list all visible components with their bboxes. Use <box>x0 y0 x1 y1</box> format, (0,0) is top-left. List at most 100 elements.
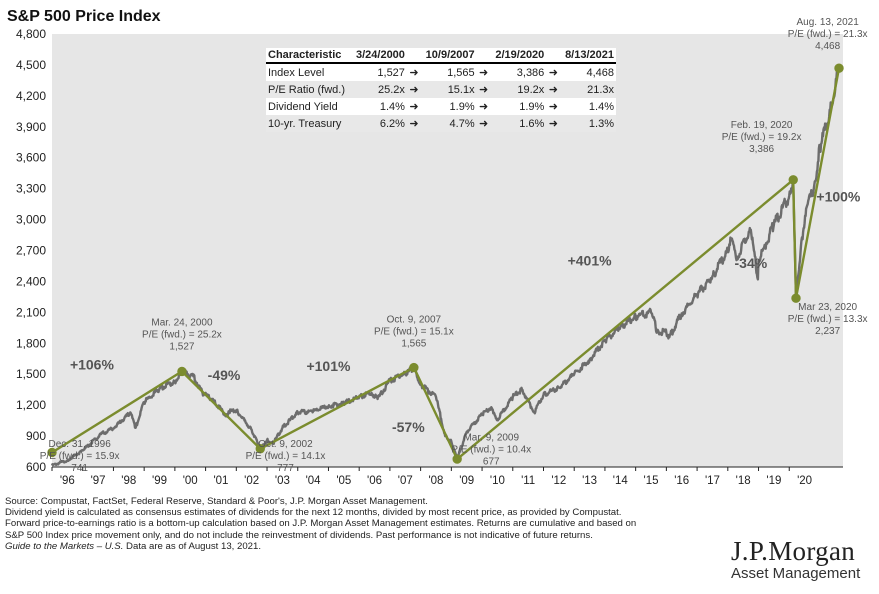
arrow-icon: ➜ <box>479 101 489 113</box>
y-tick-label: 4,200 <box>16 89 46 103</box>
cycle-line <box>51 67 841 461</box>
table-cell: 1.9% <box>519 100 545 113</box>
y-tick-label: 3,000 <box>16 213 46 227</box>
y-tick-label: 2,700 <box>16 244 46 258</box>
cycle-point <box>47 447 57 458</box>
y-tick-label: 1,500 <box>16 367 46 381</box>
y-tick-label: 4,500 <box>16 58 46 72</box>
table-cell: 1.6% <box>490 115 547 132</box>
arrow-icon: ➜ <box>476 81 491 98</box>
cycle-point <box>255 444 265 454</box>
annotation-line: P/E (fwd.) = 19.2x <box>722 132 802 143</box>
x-tick-label: '00 <box>183 475 198 487</box>
annotation-line: 1,527 <box>169 342 194 353</box>
characteristics-table: Characteristic 3/24/2000 10/9/2007 2/19/… <box>266 48 616 132</box>
x-tick-label: '18 <box>736 475 751 487</box>
arrow-icon: ➜ <box>406 115 421 132</box>
annotation-line: Mar 23, 2020 <box>798 302 857 313</box>
table-cell: 1.4% <box>588 100 614 113</box>
y-tick-label: 1,200 <box>16 398 46 412</box>
annotation-line: 1,565 <box>401 338 426 349</box>
source-notes: Source: Compustat, FactSet, Federal Rese… <box>5 496 725 552</box>
cycle-point <box>409 362 419 373</box>
cycle-point <box>452 454 462 464</box>
x-tick-label: '99 <box>152 475 167 487</box>
cycle-point <box>791 293 801 303</box>
table-header-cell <box>546 48 561 64</box>
annotation-line: 677 <box>483 456 500 467</box>
table-header-cell: 2/19/2020 <box>490 48 547 64</box>
change-label: +106% <box>70 357 115 373</box>
x-tick-label: '20 <box>797 475 812 487</box>
y-tick-label: 3,600 <box>16 151 46 165</box>
y-tick-label: 1,800 <box>16 336 46 350</box>
jpmorgan-logo: J.P.Morgan Asset Management <box>731 538 860 583</box>
row-label: Index Level <box>268 66 325 79</box>
point-annotation: Feb. 19, 2020 P/E (fwd.) = 19.2x 3,386 <box>722 120 802 155</box>
x-tick-label: '02 <box>244 475 259 487</box>
annotation-line: 3,386 <box>749 144 774 155</box>
y-tick-label: 2,400 <box>16 274 46 288</box>
table-cell: 19.2x <box>490 81 547 98</box>
source-line: S&P 500 Index price movement only, and d… <box>5 529 593 541</box>
cycle-point <box>177 366 187 377</box>
y-tick-label: 4,800 <box>16 27 46 41</box>
point-annotation: Mar. 24, 2000 P/E (fwd.) = 25.2x 1,527 <box>142 318 222 353</box>
annotation-line: Mar. 9, 2009 <box>463 432 519 443</box>
annotation-line: Dec. 31, 1996 <box>49 439 112 450</box>
arrow-icon: ➜ <box>406 81 421 98</box>
row-label: P/E Ratio (fwd.) <box>266 81 352 98</box>
annotation-line: Oct. 9, 2002 <box>258 439 313 450</box>
change-label: +101% <box>306 358 351 374</box>
table-header-cell <box>476 48 491 64</box>
source-line: Forward price-to-earnings ratio is a bot… <box>5 518 637 530</box>
x-tick-label: '04 <box>306 475 322 487</box>
annotation-line: 2,237 <box>815 326 840 337</box>
table-row: Dividend Yield 1.4% ➜ 1.9% ➜ 1.9% ➜ 1.4% <box>266 98 616 115</box>
x-tick-label: '15 <box>644 475 659 487</box>
x-tick-label: '06 <box>367 475 382 487</box>
x-tick-label: '96 <box>60 475 75 487</box>
source-line: Dividend yield is calculated as consensu… <box>5 507 622 519</box>
logo-name: J.P.Morgan <box>731 536 856 566</box>
table-cell: 25.2x <box>351 81 407 98</box>
x-tick-label: '09 <box>459 475 474 487</box>
change-label: +401% <box>568 252 613 268</box>
cycle-point <box>834 63 844 73</box>
table-cell: 1.3% <box>560 115 616 132</box>
y-tick-label: 600 <box>26 460 46 474</box>
table-cell: 1,565 <box>447 66 475 79</box>
arrow-icon: ➜ <box>409 67 419 79</box>
guide-date: Data are as of August 13, 2021. <box>123 540 261 552</box>
annotation-line: Feb. 19, 2020 <box>731 120 793 131</box>
arrow-icon: ➜ <box>479 67 489 79</box>
table-cell: 1.4% <box>379 100 405 113</box>
annotation-line: Mar. 24, 2000 <box>151 318 213 329</box>
table-cell: 4,468 <box>586 66 614 79</box>
point-annotation: Mar 23, 2020 P/E (fwd.) = 13.3x 2,237 <box>788 302 868 337</box>
annotation-line: Oct. 9, 2007 <box>387 314 442 325</box>
arrow-icon: ➜ <box>546 81 561 98</box>
x-tick-label: '16 <box>674 475 689 487</box>
table-header-cell: 3/24/2000 <box>351 48 407 64</box>
change-label: +100% <box>816 189 861 205</box>
table-row: 10-yr. Treasury 6.2% ➜ 4.7% ➜ 1.6% ➜ 1.3… <box>266 115 616 132</box>
table-header-cell: Characteristic <box>266 48 352 64</box>
y-tick-label: 2,100 <box>16 305 46 319</box>
x-tick-label: '07 <box>398 475 413 487</box>
source-line: Guide to the Markets – U.S. Data are as … <box>5 541 725 552</box>
table-cell: 3,386 <box>516 66 545 79</box>
point-annotation: Mar. 9, 2009 P/E (fwd.) = 10.4x 677 <box>451 432 531 467</box>
annotation-line: P/E (fwd.) = 13.3x <box>788 314 868 325</box>
source-line: Source: Compustat, FactSet, Federal Rese… <box>5 496 428 507</box>
point-annotation: Dec. 31, 1996 P/E (fwd.) = 15.9x 741 <box>40 439 120 474</box>
table-cell: 4.7% <box>420 115 477 132</box>
x-tick-label: '08 <box>428 475 443 487</box>
y-tick-label: 900 <box>26 429 46 443</box>
change-label: -49% <box>208 367 241 383</box>
x-tick-label: '05 <box>336 475 351 487</box>
point-annotation: Oct. 9, 2007 P/E (fwd.) = 15.1x 1,565 <box>374 314 454 349</box>
y-tick-label: 3,300 <box>16 182 46 196</box>
annotation-line: P/E (fwd.) = 15.1x <box>374 326 454 337</box>
